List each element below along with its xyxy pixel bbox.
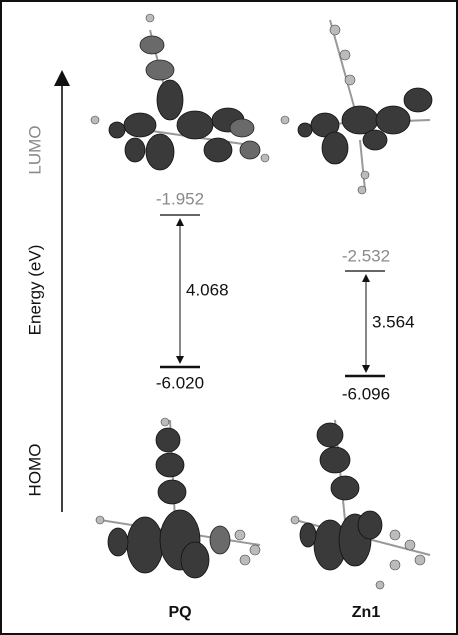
pq-homo-value: -6.020 [156, 373, 204, 392]
pq-lumo-orbital [90, 13, 270, 171]
axis-label: Energy (eV) [25, 245, 44, 336]
pq-homo-orbital [95, 417, 261, 579]
homo-label: HOMO [25, 444, 44, 497]
zn1-homo-value: -6.096 [342, 384, 390, 403]
lumo-label: LUMO [25, 125, 44, 174]
column-name: PQ [168, 604, 191, 621]
pq-gap-value: 4.068 [186, 280, 229, 299]
zn1-lumo-value: -2.532 [342, 246, 390, 265]
zn1-homo-orbital [290, 419, 431, 590]
zn1-gap-value: 3.564 [372, 312, 415, 331]
zn1-lumo-orbital [280, 19, 433, 195]
pq-lumo-value: -1.952 [156, 189, 204, 208]
column-name: Zn1 [352, 604, 381, 621]
